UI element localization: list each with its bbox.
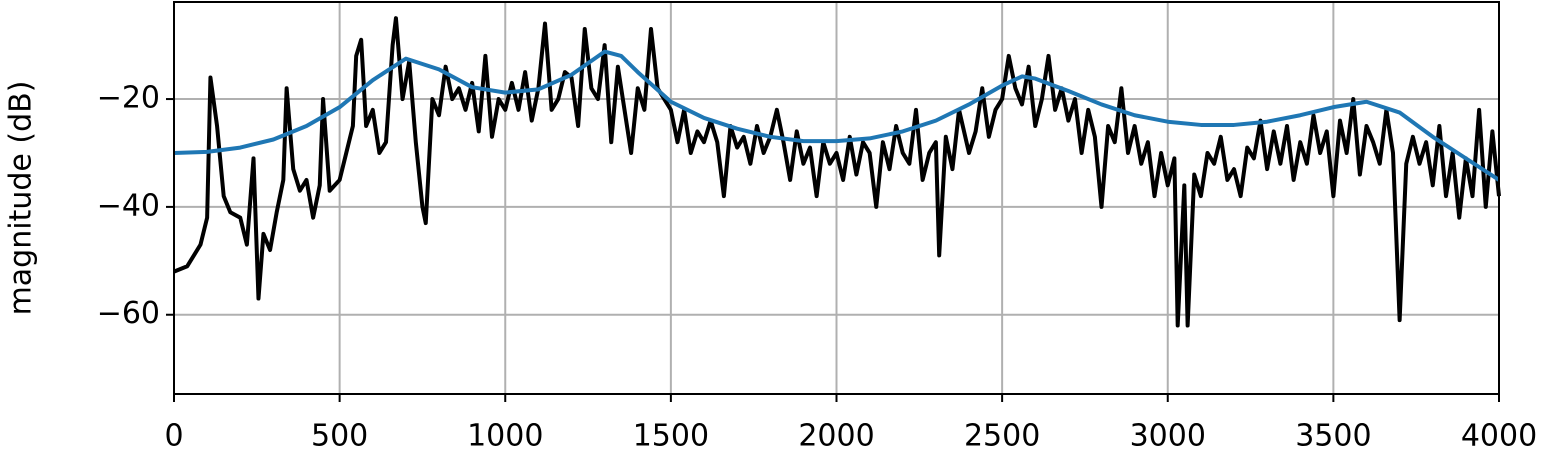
- data-line: [173, 16, 1501, 328]
- y-tick-label: −40: [97, 188, 160, 223]
- x-tick-label: 1000: [467, 419, 543, 454]
- x-tick-label: 0: [164, 419, 183, 454]
- x-tick-label: 1500: [633, 419, 709, 454]
- y-tick-label: −20: [97, 81, 160, 116]
- x-tick-label: 3500: [1295, 419, 1371, 454]
- data-line: [173, 49, 1501, 182]
- x-tick-label: 4000: [1461, 419, 1537, 454]
- y-axis-label: magnitude (dB): [4, 81, 39, 316]
- x-tick-label: 2500: [964, 419, 1040, 454]
- x-tick-label: 2000: [798, 419, 874, 454]
- plot-frame: [173, 1, 1500, 395]
- y-tick-label: −60: [97, 296, 160, 331]
- x-tick-label: 500: [311, 419, 368, 454]
- x-tick-label: 3000: [1130, 419, 1206, 454]
